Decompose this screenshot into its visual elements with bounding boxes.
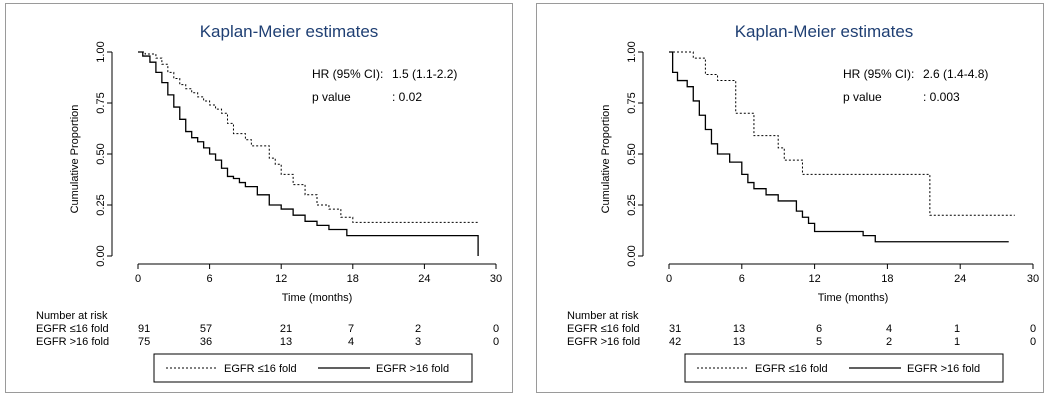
risk-value: 6: [816, 323, 822, 335]
survival-curve-dotted: [138, 51, 479, 223]
risk-value: 7: [348, 323, 354, 335]
p-value-label: p value: [843, 90, 882, 104]
p-value-value: : 0.003: [923, 90, 960, 104]
y-axis-label: Cumulative Proportion: [69, 105, 81, 214]
y-tick-label: 0.25: [95, 194, 107, 215]
legend-label: EGFR >16 fold: [907, 363, 980, 375]
risk-value: 57: [200, 323, 212, 335]
risk-value: 0: [493, 323, 499, 335]
risk-value: 31: [669, 323, 681, 335]
risk-table-header: Number at risk: [36, 310, 108, 322]
risk-value: 36: [200, 336, 212, 348]
risk-value: 42: [669, 336, 681, 348]
risk-value: 1: [954, 323, 960, 335]
km-chart-left: Kaplan-Meier estimates Cumulative Propor…: [36, 22, 502, 383]
y-tick-label: 0.50: [626, 143, 638, 164]
risk-value: 13: [733, 323, 745, 335]
p-value-label: p value: [312, 90, 351, 104]
km-panel-right: Kaplan-Meier estimates Cumulative Propor…: [536, 3, 1044, 393]
km-chart-right: Kaplan-Meier estimates Cumulative Propor…: [567, 22, 1039, 383]
p-value-value: : 0.02: [392, 90, 422, 104]
legend-label: EGFR >16 fold: [376, 363, 449, 375]
risk-value: 2: [886, 336, 892, 348]
risk-value: 3: [415, 336, 421, 348]
risk-value: 1: [954, 336, 960, 348]
hr-label: HR (95% CI):: [843, 67, 914, 81]
risk-value: 75: [138, 336, 150, 348]
x-tick-label: 30: [1027, 273, 1039, 285]
x-tick-label: 0: [666, 273, 672, 285]
y-tick-label: 1.00: [626, 41, 638, 62]
x-tick-label: 24: [954, 273, 966, 285]
x-tick-label: 18: [881, 273, 893, 285]
x-tick-label: 24: [418, 273, 430, 285]
y-tick-label: 0.00: [95, 245, 107, 266]
y-axis-label: Cumulative Proportion: [600, 105, 612, 214]
hr-value: 1.5 (1.1-2.2): [392, 67, 457, 81]
risk-value: 4: [348, 336, 354, 348]
x-tick-label: 6: [739, 273, 745, 285]
risk-value: 13: [280, 336, 292, 348]
x-tick-label: 18: [347, 273, 359, 285]
risk-row-label: EGFR >16 fold: [567, 336, 640, 348]
risk-table-header: Number at risk: [567, 310, 639, 322]
risk-value: 0: [1030, 336, 1036, 348]
x-tick-label: 12: [808, 273, 820, 285]
risk-value: 0: [493, 336, 499, 348]
legend-label: EGFR ≤16 fold: [224, 363, 297, 375]
hr-value: 2.6 (1.4-4.8): [923, 67, 988, 81]
x-tick-label: 0: [135, 273, 141, 285]
y-tick-label: 0.00: [626, 245, 638, 266]
hr-label: HR (95% CI):: [312, 67, 383, 81]
x-tick-label: 6: [207, 273, 213, 285]
y-tick-label: 0.75: [95, 92, 107, 113]
risk-value: 4: [886, 323, 892, 335]
risk-value: 2: [415, 323, 421, 335]
risk-value: 13: [733, 336, 745, 348]
risk-value: 0: [1030, 323, 1036, 335]
x-axis-label: Time (months): [818, 292, 889, 304]
risk-row-label: EGFR ≤16 fold: [567, 323, 640, 335]
chart-title: Kaplan-Meier estimates: [735, 22, 914, 41]
y-tick-label: 0.50: [95, 143, 107, 164]
y-tick-label: 1.00: [95, 41, 107, 62]
legend-label: EGFR ≤16 fold: [755, 363, 828, 375]
x-tick-label: 12: [275, 273, 287, 285]
risk-row-label: EGFR >16 fold: [36, 336, 109, 348]
survival-curve-solid: [669, 51, 1009, 243]
risk-value: 91: [138, 323, 150, 335]
x-tick-label: 30: [490, 273, 502, 285]
chart-title: Kaplan-Meier estimates: [200, 22, 379, 41]
y-tick-label: 0.75: [626, 92, 638, 113]
survival-curve-solid: [138, 51, 479, 256]
risk-row-label: EGFR ≤16 fold: [36, 323, 109, 335]
y-tick-label: 0.25: [626, 194, 638, 215]
km-panel-left: Kaplan-Meier estimates Cumulative Propor…: [5, 3, 513, 393]
risk-value: 21: [280, 323, 292, 335]
risk-value: 5: [816, 336, 822, 348]
survival-curve-dotted: [669, 51, 1015, 216]
x-axis-label: Time (months): [282, 292, 353, 304]
